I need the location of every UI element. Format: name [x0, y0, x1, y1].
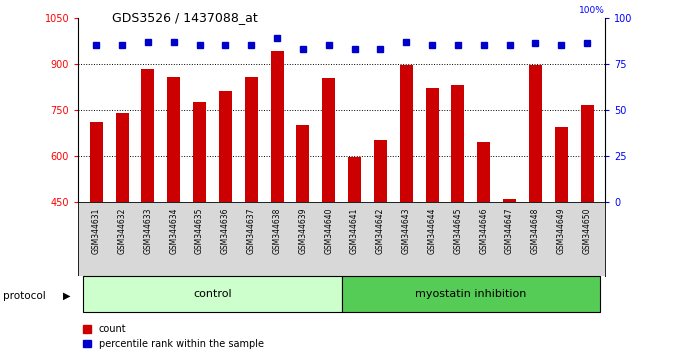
Bar	[400, 65, 413, 340]
Text: 100%: 100%	[579, 6, 605, 15]
Bar	[141, 69, 154, 340]
Text: GSM344633: GSM344633	[143, 208, 152, 254]
Bar	[426, 88, 439, 340]
Bar	[503, 199, 516, 340]
Bar	[296, 125, 309, 340]
Text: GSM344645: GSM344645	[454, 208, 462, 254]
Bar	[529, 65, 542, 340]
Text: GSM344631: GSM344631	[92, 208, 101, 254]
Text: GSM344649: GSM344649	[557, 208, 566, 254]
Bar	[555, 127, 568, 340]
Bar	[341, 276, 600, 312]
Text: GSM344637: GSM344637	[247, 208, 256, 254]
Text: GSM344647: GSM344647	[505, 208, 514, 254]
Bar	[322, 78, 335, 340]
Legend: count, percentile rank within the sample: count, percentile rank within the sample	[83, 324, 264, 349]
Bar	[193, 102, 206, 340]
Text: GDS3526 / 1437088_at: GDS3526 / 1437088_at	[112, 11, 258, 24]
Text: GSM344643: GSM344643	[402, 208, 411, 254]
Text: GSM344646: GSM344646	[479, 208, 488, 254]
Bar	[219, 91, 232, 340]
Text: ▶: ▶	[63, 291, 71, 301]
Bar	[84, 276, 341, 312]
Text: protocol: protocol	[3, 291, 46, 301]
Bar	[581, 105, 594, 340]
Text: GSM344641: GSM344641	[350, 208, 359, 254]
Text: GSM344642: GSM344642	[376, 208, 385, 254]
Text: control: control	[193, 289, 232, 299]
Bar	[452, 85, 464, 340]
Bar	[245, 77, 258, 340]
Text: GSM344638: GSM344638	[273, 208, 282, 254]
Text: GSM344635: GSM344635	[195, 208, 204, 254]
Bar	[477, 142, 490, 340]
Text: GSM344632: GSM344632	[118, 208, 126, 254]
Bar	[167, 76, 180, 340]
Text: GSM344650: GSM344650	[583, 208, 592, 254]
Text: GSM344634: GSM344634	[169, 208, 178, 254]
Bar	[116, 113, 129, 340]
Text: GSM344648: GSM344648	[531, 208, 540, 254]
Text: GSM344640: GSM344640	[324, 208, 333, 254]
Bar	[374, 141, 387, 340]
Text: GSM344644: GSM344644	[428, 208, 437, 254]
Bar	[348, 157, 361, 340]
Text: GSM344639: GSM344639	[299, 208, 307, 254]
Bar	[271, 51, 284, 340]
Text: GSM344636: GSM344636	[221, 208, 230, 254]
Text: myostatin inhibition: myostatin inhibition	[415, 289, 526, 299]
Bar	[90, 122, 103, 340]
